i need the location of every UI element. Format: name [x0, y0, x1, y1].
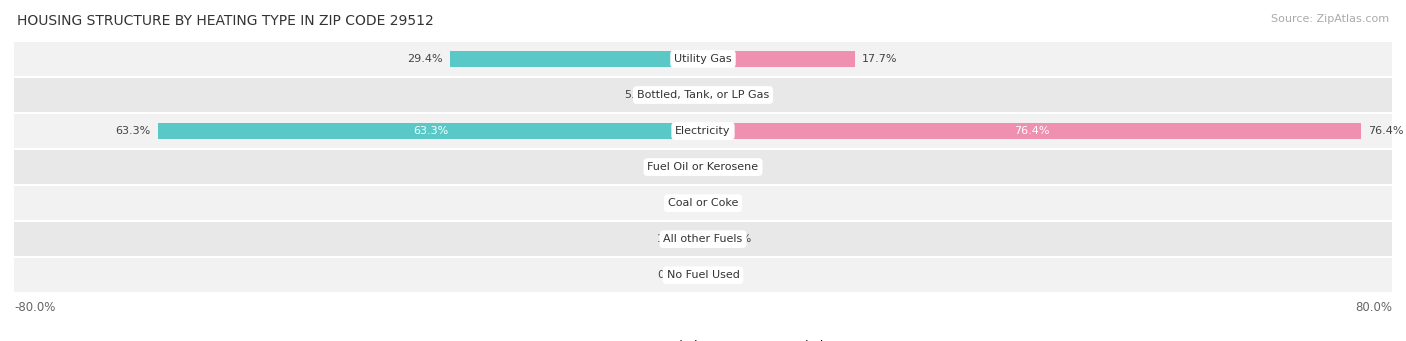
Text: All other Fuels: All other Fuels — [664, 234, 742, 244]
Bar — [659, 87, 703, 103]
Bar — [692, 231, 703, 247]
Text: 1.6%: 1.6% — [724, 234, 752, 244]
Text: 1.3%: 1.3% — [657, 234, 685, 244]
Text: Utility Gas: Utility Gas — [675, 54, 731, 64]
Text: 76.4%: 76.4% — [1368, 126, 1403, 136]
Text: Coal or Coke: Coal or Coke — [668, 198, 738, 208]
Text: 29.4%: 29.4% — [408, 54, 443, 64]
Text: 76.4%: 76.4% — [1014, 126, 1050, 136]
Bar — [700, 267, 703, 283]
Text: 0.0%: 0.0% — [668, 198, 696, 208]
Text: 0.0%: 0.0% — [710, 198, 738, 208]
Bar — [703, 159, 709, 175]
Text: Electricity: Electricity — [675, 126, 731, 136]
Text: 0.39%: 0.39% — [658, 270, 693, 280]
Bar — [157, 123, 703, 139]
Bar — [14, 77, 1392, 113]
Text: 3.6%: 3.6% — [741, 90, 769, 100]
Text: 80.0%: 80.0% — [1355, 301, 1392, 314]
Text: HOUSING STRUCTURE BY HEATING TYPE IN ZIP CODE 29512: HOUSING STRUCTURE BY HEATING TYPE IN ZIP… — [17, 14, 433, 28]
Bar — [14, 41, 1392, 77]
Bar — [14, 113, 1392, 149]
Text: 0.66%: 0.66% — [716, 162, 751, 172]
Bar — [14, 149, 1392, 185]
Bar — [703, 123, 1361, 139]
Bar — [14, 185, 1392, 221]
Text: No Fuel Used: No Fuel Used — [666, 270, 740, 280]
Text: 63.3%: 63.3% — [115, 126, 150, 136]
Bar — [450, 51, 703, 67]
Text: 63.3%: 63.3% — [413, 126, 449, 136]
Text: Bottled, Tank, or LP Gas: Bottled, Tank, or LP Gas — [637, 90, 769, 100]
Bar — [14, 257, 1392, 293]
Bar — [703, 231, 717, 247]
Text: 0.0%: 0.0% — [710, 270, 738, 280]
Text: -80.0%: -80.0% — [14, 301, 55, 314]
Text: 17.7%: 17.7% — [862, 54, 898, 64]
Text: Source: ZipAtlas.com: Source: ZipAtlas.com — [1271, 14, 1389, 24]
Bar — [703, 51, 855, 67]
Bar — [14, 221, 1392, 257]
Legend: Owner-occupied, Renter-occupied: Owner-occupied, Renter-occupied — [578, 336, 828, 341]
Text: Fuel Oil or Kerosene: Fuel Oil or Kerosene — [647, 162, 759, 172]
Text: 5.1%: 5.1% — [624, 90, 652, 100]
Bar — [703, 87, 734, 103]
Bar — [699, 159, 703, 175]
Text: 0.49%: 0.49% — [657, 162, 692, 172]
